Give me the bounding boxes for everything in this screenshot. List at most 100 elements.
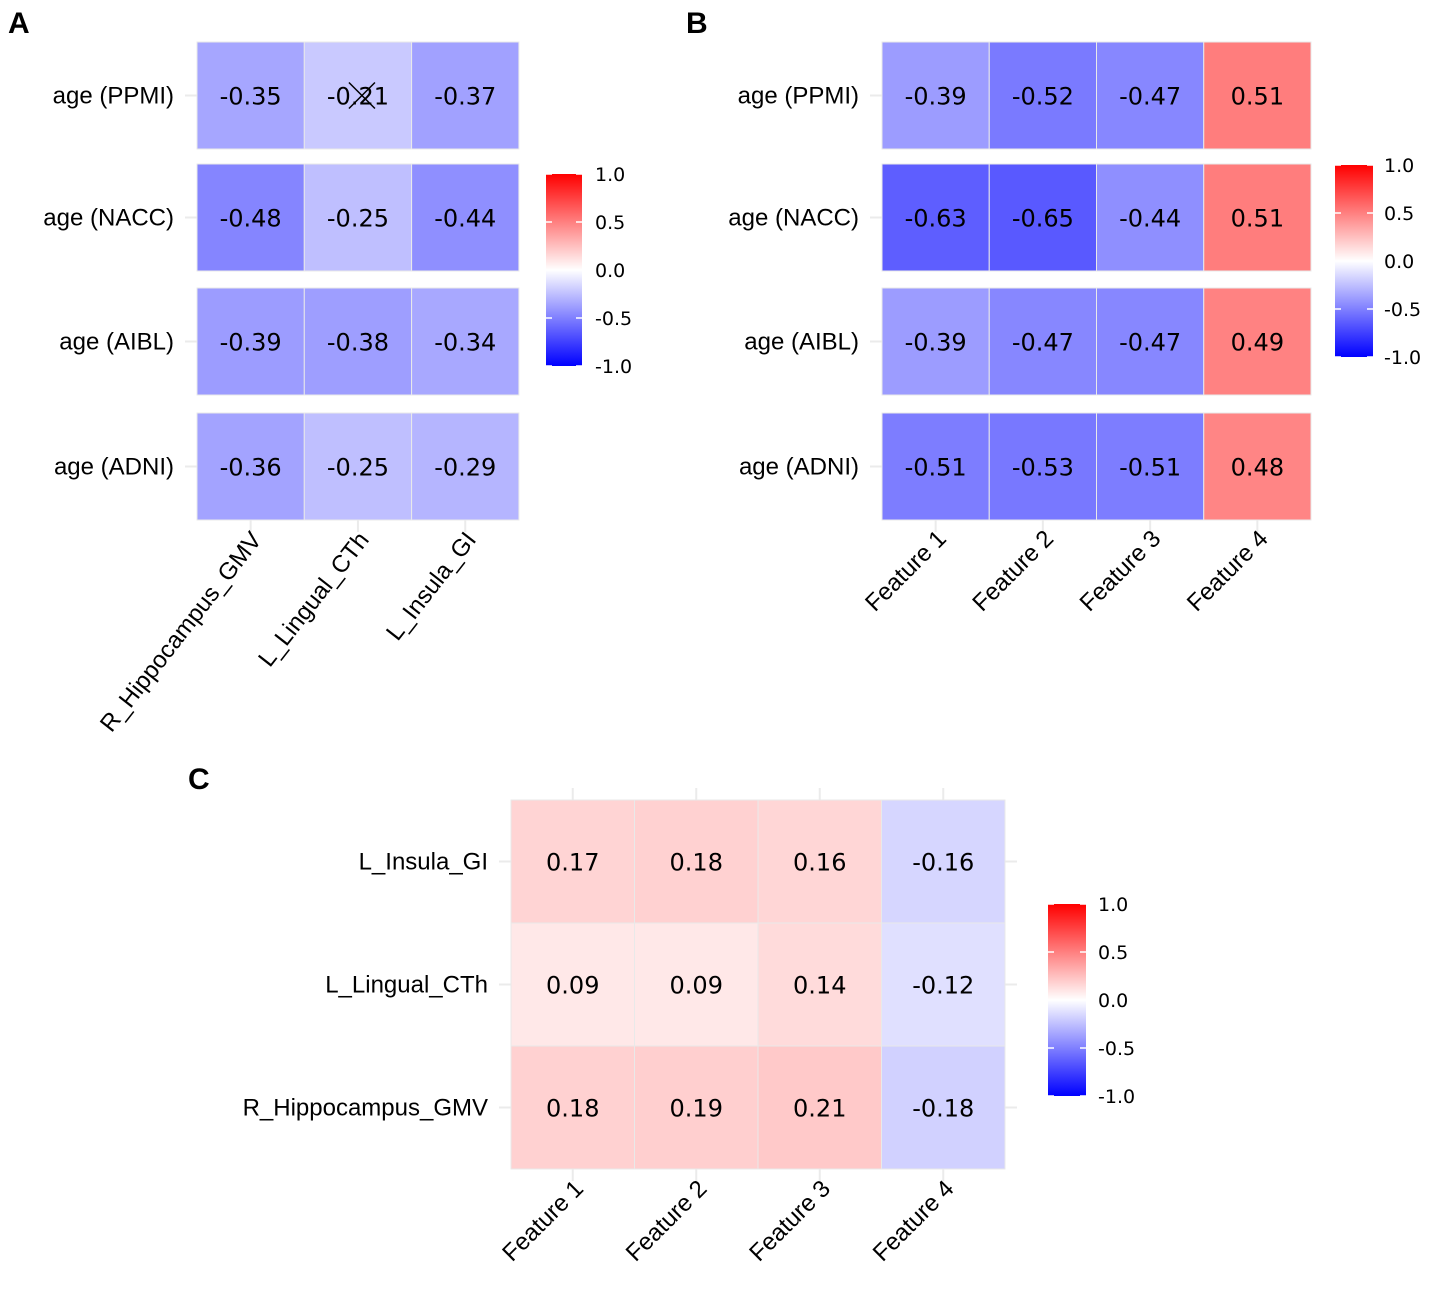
panel-b-column-label-feature-3: Feature 3: [1075, 525, 1167, 617]
panel-b-colorbar-tick-label: -0.5: [1384, 299, 1421, 321]
panel-b-cell-value: -0.53: [1012, 454, 1074, 482]
panel-c-cell-value: 0.09: [546, 972, 599, 1000]
panel-a-cell-value: -0.38: [327, 329, 389, 357]
panel-c-row-label-l-insula-gi: L_Insula_GI: [359, 849, 488, 876]
panel-a-column-label-r-hippocampus-gmv: R_Hippocampus_GMV: [95, 527, 267, 737]
panel-b-cell: [881, 41, 990, 150]
panel-b-cell-value: 0.51: [1231, 83, 1284, 111]
panel-b-cell: [1096, 163, 1205, 272]
panel-c-cell: [757, 1045, 882, 1170]
panel-c-cell-value: -0.12: [912, 972, 974, 1000]
panel-b-cell: [988, 163, 1097, 272]
panel-a-cell: [411, 287, 520, 396]
panel-c-cell: [881, 922, 1006, 1047]
panel-b-colorbar: [1335, 165, 1373, 357]
panel-b-cell: [1096, 287, 1205, 396]
panel-c-row-label-r-hippocampus-gmv: R_Hippocampus_GMV: [243, 1095, 488, 1122]
panel-c-column-label-feature-3: Feature 3: [744, 1175, 836, 1267]
panel-c-cell: [757, 799, 882, 924]
panel-a-cell-value: -0.25: [327, 205, 389, 233]
panel-a-colorbar-tick-label: -1.0: [595, 356, 632, 378]
panel-a-cell-value: -0.39: [220, 329, 282, 357]
panel-a-cell: [303, 41, 413, 150]
panel-b-cell-value: 0.48: [1231, 454, 1284, 482]
panel-a-cell: [303, 163, 413, 272]
panel-c-colorbar-tick-label: 1.0: [1098, 894, 1128, 916]
panel-c-colorbar-tick-label: -1.0: [1098, 1086, 1135, 1108]
panel-b-cell: [1203, 41, 1312, 150]
panel-a-cell-value: -0.21: [327, 83, 389, 111]
panel-a-colorbar-tick-label: 0.0: [595, 260, 625, 282]
panel-b-colorbar-tick-label: 0.5: [1384, 203, 1414, 225]
panel-a-cell: [196, 163, 305, 272]
panel-a-cell-value: -0.36: [220, 454, 282, 482]
panel-b-cell-value: 0.51: [1231, 205, 1284, 233]
panel-a-row-label-age-nacc: age (NACC): [43, 205, 174, 232]
panel-a-cell-value: -0.44: [434, 205, 496, 233]
panel-a-cell: [303, 412, 413, 521]
panel-c-cell-value: 0.14: [793, 972, 846, 1000]
panel-b-column-label-feature-4: Feature 4: [1182, 525, 1274, 617]
panel-c-colorbar-tick-label: 0.5: [1098, 942, 1128, 964]
panel-c-cell-value: 0.16: [793, 849, 846, 877]
panel-b-cell-value: -0.63: [905, 205, 967, 233]
panel-c-cell: [510, 922, 635, 1047]
panel-b-letter: B: [686, 7, 708, 40]
panel-b-cell: [881, 163, 990, 272]
panel-a-row-label-age-ppmi: age (PPMI): [53, 83, 174, 110]
panel-b-heatmap: B age (PPMI) -0.39 -0.52 -0.47 0.51 age (NACC…: [686, 7, 1421, 617]
panel-b-cell: [881, 412, 990, 521]
panel-a-letter: A: [8, 7, 30, 40]
panel-c-cell: [634, 799, 759, 924]
panel-a-column-label-l-lingual-cth: L_Lingual_CTh: [253, 527, 375, 672]
panel-c-cell-value: 0.18: [670, 849, 723, 877]
panel-a-cell-value: -0.25: [327, 454, 389, 482]
panel-a-colorbar-tick-label: 1.0: [595, 164, 625, 186]
panel-b-row-label-age-aibl: age (AIBL): [744, 329, 859, 356]
panel-a-cell: [411, 412, 520, 521]
panel-c-cell: [881, 1045, 1006, 1170]
panel-a-cell-value: -0.34: [434, 329, 496, 357]
panel-a-row-label-age-aibl: age (AIBL): [59, 329, 174, 356]
panel-a-column-label-l-insula-gi: L_Insula_GI: [381, 527, 482, 646]
panel-c-cell: [881, 799, 1006, 924]
panel-c-row-label-l-lingual-cth: L_Lingual_CTh: [325, 972, 488, 999]
panel-a-cell: [196, 41, 305, 150]
panel-a-cell-value: -0.29: [434, 454, 496, 482]
panel-b-cell: [881, 287, 990, 396]
panel-a-cell: [411, 163, 520, 272]
panel-a-cell: [196, 412, 305, 521]
panel-b-colorbar-tick-label: 1.0: [1384, 155, 1414, 177]
panel-c-cell-value: -0.18: [912, 1095, 974, 1123]
panel-c-heatmap: C L_Insula_GI 0.17 0.18 0.16 -0.16 L_Lingual_…: [188, 763, 1135, 1267]
panel-a-cell: [411, 41, 520, 150]
panel-a-cell-value: -0.37: [434, 83, 496, 111]
panel-b-cell-value: -0.52: [1012, 83, 1074, 111]
panel-b-column-label-feature-1: Feature 1: [860, 525, 952, 617]
panel-a-colorbar-tick-label: 0.5: [595, 212, 625, 234]
panel-b-cell: [1096, 41, 1205, 150]
panel-b-cell: [1203, 163, 1312, 272]
panel-a-row-label-age-adni: age (ADNI): [54, 454, 174, 481]
panel-a-colorbar-tick-label: -0.5: [595, 308, 632, 330]
panel-c-cell-value: 0.09: [670, 972, 723, 1000]
panel-b-colorbar-tick-label: 0.0: [1384, 251, 1414, 273]
panel-c-cell-value: 0.21: [793, 1095, 846, 1123]
panel-b-cell: [988, 41, 1097, 150]
panel-b-cell-value: -0.39: [905, 329, 967, 357]
panel-b-row-label-age-nacc: age (NACC): [728, 205, 859, 232]
panel-c-column-label-feature-2: Feature 2: [621, 1175, 713, 1267]
panel-b-cell-value: -0.65: [1012, 205, 1074, 233]
panel-b-cell: [1203, 287, 1312, 396]
panel-c-letter: C: [188, 763, 210, 796]
panel-b-row-label-age-ppmi: age (PPMI): [738, 83, 859, 110]
panel-c-cell-value: -0.16: [912, 849, 974, 877]
non-significant-cross-mark: [348, 81, 376, 110]
panel-b-row-label-age-adni: age (ADNI): [739, 454, 859, 481]
panel-b-cell-value: 0.49: [1231, 329, 1284, 357]
panel-a-cell: [196, 287, 305, 396]
panel-b-cell-value: -0.51: [1119, 454, 1181, 482]
panel-c-cell: [634, 922, 759, 1047]
panel-c-colorbar-tick-label: 0.0: [1098, 990, 1128, 1012]
